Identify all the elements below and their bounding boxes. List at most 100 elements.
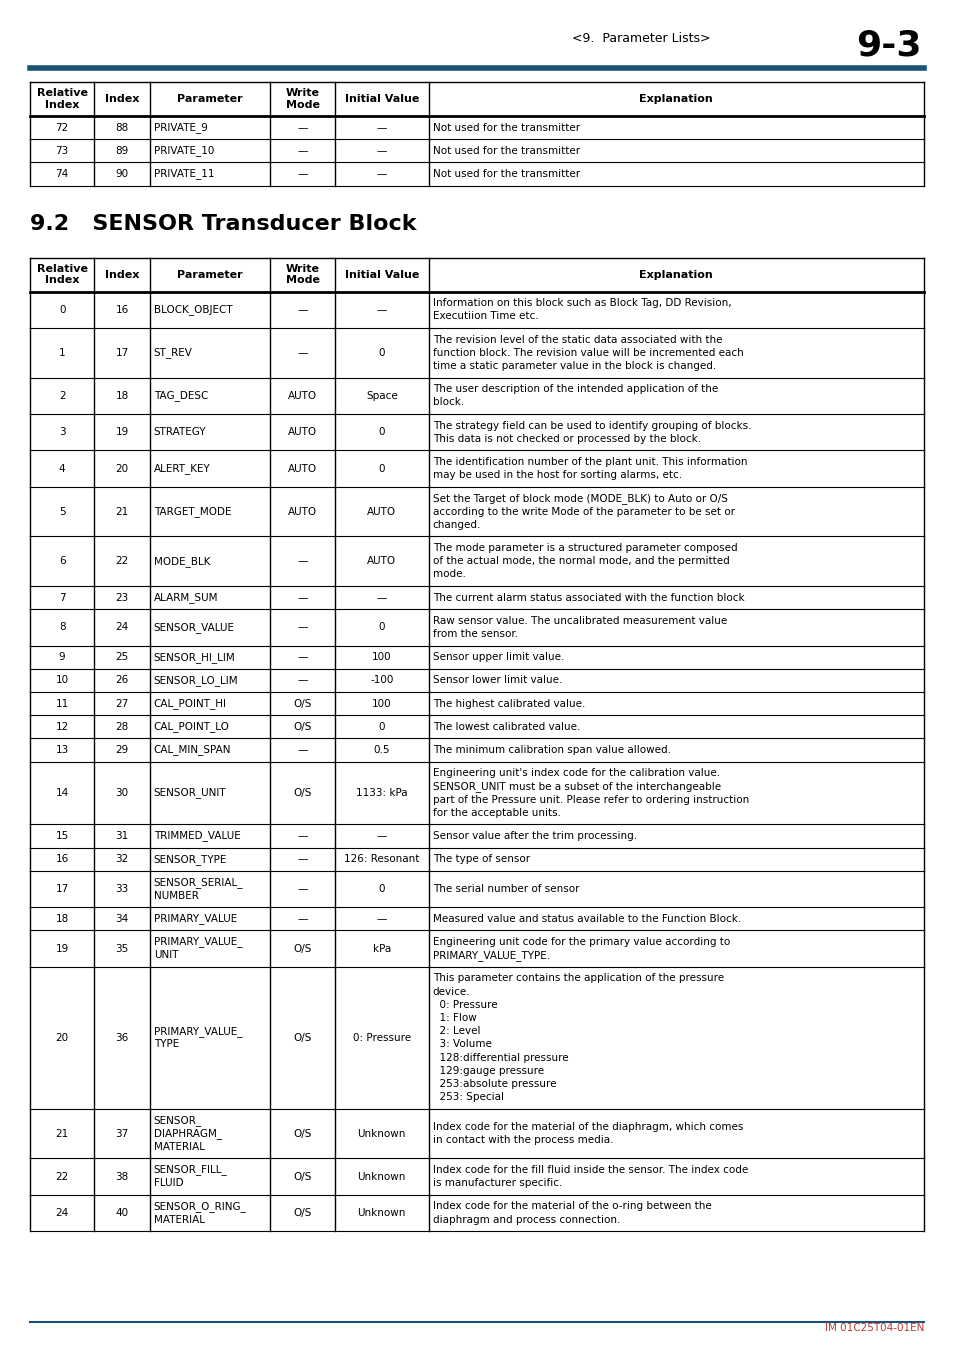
Text: TAG_DESC: TAG_DESC <box>153 390 208 401</box>
Text: 9-3: 9-3 <box>856 28 921 62</box>
Text: Raw sensor value. The uncalibrated measurement value: Raw sensor value. The uncalibrated measu… <box>433 616 726 626</box>
Text: PRIMARY_VALUE_TYPE.: PRIMARY_VALUE_TYPE. <box>433 950 549 961</box>
Text: ALERT_KEY: ALERT_KEY <box>153 463 211 474</box>
Text: 20: 20 <box>55 1033 69 1042</box>
Text: This data is not checked or processed by the block.: This data is not checked or processed by… <box>433 433 700 444</box>
Text: —: — <box>297 884 308 894</box>
Text: 18: 18 <box>115 390 129 401</box>
Text: 38: 38 <box>115 1172 129 1181</box>
Text: from the sensor.: from the sensor. <box>433 629 517 639</box>
Text: —: — <box>297 348 308 358</box>
Text: SENSOR_VALUE: SENSOR_VALUE <box>153 622 234 633</box>
Text: function block. The revision value will be incremented each: function block. The revision value will … <box>433 348 742 358</box>
Text: Sensor lower limit value.: Sensor lower limit value. <box>433 675 561 686</box>
Text: Initial Value: Initial Value <box>344 270 418 279</box>
Text: SENSOR_HI_LIM: SENSOR_HI_LIM <box>153 652 235 663</box>
Text: —: — <box>376 593 387 602</box>
Text: DIAPHRAGM_: DIAPHRAGM_ <box>153 1129 222 1139</box>
Text: PRIMARY_VALUE_: PRIMARY_VALUE_ <box>153 1026 242 1037</box>
Text: 20: 20 <box>115 463 129 474</box>
Text: O/S: O/S <box>294 1033 312 1042</box>
Text: Parameter: Parameter <box>177 270 243 279</box>
Text: 19: 19 <box>115 427 129 437</box>
Text: 0: Pressure: 0: Pressure <box>353 1033 411 1042</box>
Text: Set the Target of block mode (MODE_BLK) to Auto or O/S: Set the Target of block mode (MODE_BLK) … <box>433 493 727 504</box>
Text: Not used for the transmitter: Not used for the transmitter <box>433 169 579 180</box>
Text: Explanation: Explanation <box>639 95 713 104</box>
Text: 16: 16 <box>55 855 69 864</box>
Text: kPa: kPa <box>373 944 391 953</box>
Text: O/S: O/S <box>294 698 312 709</box>
Text: Measured value and status available to the Function Block.: Measured value and status available to t… <box>433 914 740 923</box>
Text: The serial number of sensor: The serial number of sensor <box>433 884 578 894</box>
Text: SENSOR_LO_LIM: SENSOR_LO_LIM <box>153 675 238 686</box>
Text: PRIMARY_VALUE_: PRIMARY_VALUE_ <box>153 937 242 948</box>
Text: The type of sensor: The type of sensor <box>433 855 529 864</box>
Text: PRIVATE_10: PRIVATE_10 <box>153 146 213 157</box>
Text: 14: 14 <box>55 788 69 798</box>
Text: SENSOR_FILL_: SENSOR_FILL_ <box>153 1165 228 1176</box>
Text: 11: 11 <box>55 698 69 709</box>
Text: O/S: O/S <box>294 1129 312 1138</box>
Text: 0.5: 0.5 <box>374 745 390 755</box>
Text: of the actual mode, the normal mode, and the permitted: of the actual mode, the normal mode, and… <box>433 556 729 566</box>
Text: 0: Pressure: 0: Pressure <box>433 1000 497 1010</box>
Text: 13: 13 <box>55 745 69 755</box>
Text: 9.2   SENSOR Transducer Block: 9.2 SENSOR Transducer Block <box>30 213 416 234</box>
Text: —: — <box>297 556 308 566</box>
Text: 126: Resonant: 126: Resonant <box>344 855 419 864</box>
Text: 74: 74 <box>55 169 69 180</box>
Text: Sensor upper limit value.: Sensor upper limit value. <box>433 652 563 663</box>
Text: —: — <box>297 169 308 180</box>
Text: diaphragm and process connection.: diaphragm and process connection. <box>433 1215 619 1224</box>
Text: 2: 2 <box>59 390 66 401</box>
Text: 36: 36 <box>115 1033 129 1042</box>
Text: 0: 0 <box>378 884 385 894</box>
Text: CAL_POINT_LO: CAL_POINT_LO <box>153 721 230 732</box>
Text: ALARM_SUM: ALARM_SUM <box>153 593 218 603</box>
Text: mode.: mode. <box>433 570 465 579</box>
Text: TARGET_MODE: TARGET_MODE <box>153 506 231 517</box>
Text: 37: 37 <box>115 1129 129 1138</box>
Text: O/S: O/S <box>294 1172 312 1181</box>
Text: —: — <box>376 169 387 180</box>
Text: —: — <box>297 593 308 602</box>
Text: -100: -100 <box>370 675 393 686</box>
Text: TRIMMED_VALUE: TRIMMED_VALUE <box>153 830 240 841</box>
Text: 19: 19 <box>55 944 69 953</box>
Text: The lowest calibrated value.: The lowest calibrated value. <box>433 722 579 732</box>
Text: The current alarm status associated with the function block: The current alarm status associated with… <box>433 593 743 602</box>
Text: ST_REV: ST_REV <box>153 347 193 358</box>
Text: PRIMARY_VALUE: PRIMARY_VALUE <box>153 914 236 925</box>
Text: 100: 100 <box>372 652 391 663</box>
Text: Space: Space <box>366 390 397 401</box>
Text: 27: 27 <box>115 698 129 709</box>
Text: 17: 17 <box>55 884 69 894</box>
Text: 0: 0 <box>378 622 385 632</box>
Text: Relative
Index: Relative Index <box>36 88 88 109</box>
Text: 22: 22 <box>55 1172 69 1181</box>
Text: AUTO: AUTO <box>288 427 317 437</box>
Text: Unknown: Unknown <box>357 1208 406 1218</box>
Text: may be used in the host for sorting alarms, etc.: may be used in the host for sorting alar… <box>433 470 681 481</box>
Text: 40: 40 <box>115 1208 129 1218</box>
Text: 88: 88 <box>115 123 129 132</box>
Text: 32: 32 <box>115 855 129 864</box>
Text: The highest calibrated value.: The highest calibrated value. <box>433 698 584 709</box>
Text: 21: 21 <box>55 1129 69 1138</box>
Text: 72: 72 <box>55 123 69 132</box>
Text: The minimum calibration span value allowed.: The minimum calibration span value allow… <box>433 745 670 755</box>
Text: 100: 100 <box>372 698 391 709</box>
Text: Engineering unit code for the primary value according to: Engineering unit code for the primary va… <box>433 937 729 946</box>
Text: Information on this block such as Block Tag, DD Revision,: Information on this block such as Block … <box>433 298 731 308</box>
Text: 0: 0 <box>59 305 66 315</box>
Text: AUTO: AUTO <box>288 390 317 401</box>
Text: 18: 18 <box>55 914 69 923</box>
Text: 33: 33 <box>115 884 129 894</box>
Text: 9: 9 <box>59 652 66 663</box>
Text: 3: Volume: 3: Volume <box>433 1040 491 1049</box>
Text: changed.: changed. <box>433 520 480 529</box>
Text: 7: 7 <box>59 593 66 602</box>
Text: Write
Mode: Write Mode <box>285 88 319 109</box>
Text: 3: 3 <box>59 427 66 437</box>
